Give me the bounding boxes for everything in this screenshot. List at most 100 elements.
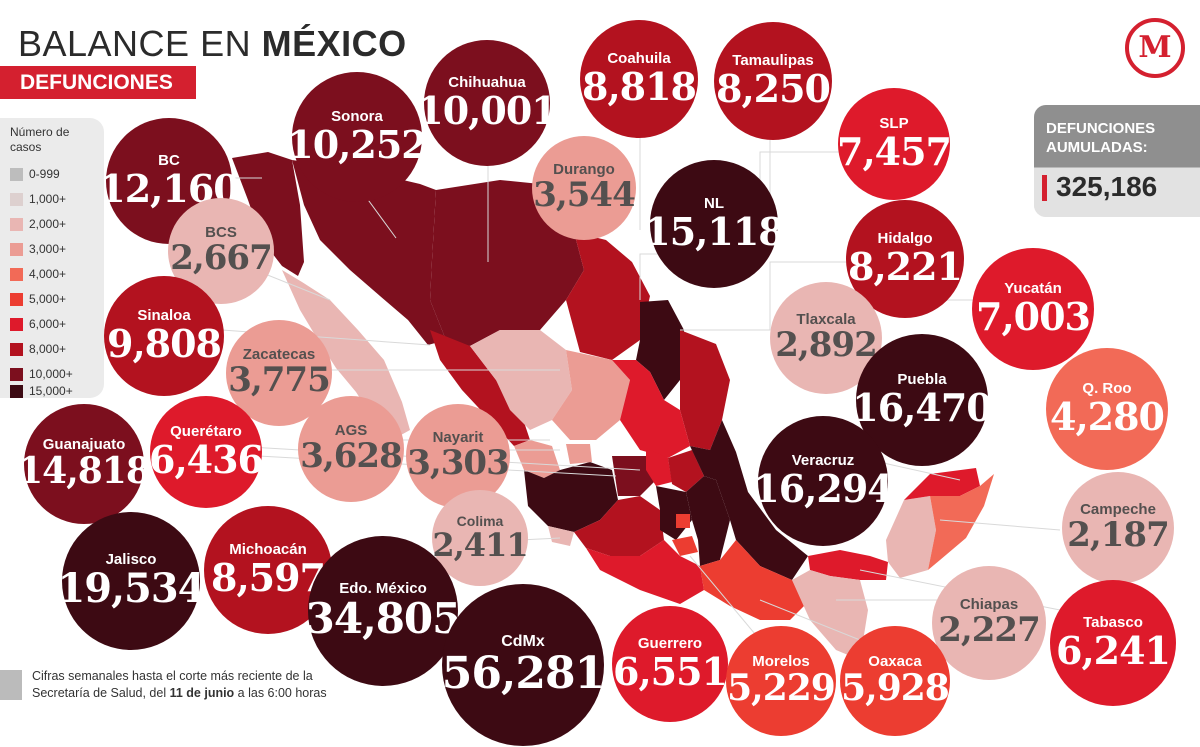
state-value: 6,551 [613,649,728,695]
title-bold: MÉXICO [261,23,407,64]
state-value: 34,805 [305,594,462,644]
state-value: 16,294 [753,466,893,512]
legend-item: 0-999 [10,166,60,182]
state-name: Chiapas [959,595,1019,613]
legend-label: 10,000+ [29,367,73,381]
cumulative-label: DEFUNCIONES AUMULADAS: [1046,119,1155,157]
state-shape-durango [470,330,572,430]
state-value: 2,667 [170,238,272,279]
state-bubble-ags: AGS 3,628 [298,396,404,502]
state-bubble-queretaro: Querétaro 6,436 [149,396,264,508]
state-value: 10,252 [287,122,427,168]
state-name: SLP [879,114,909,132]
state-bubble-durango: Durango 3,544 [532,136,636,240]
note-marker [0,670,22,700]
state-shape-tamaulipas [680,330,730,450]
state-name: NL [704,194,724,212]
state-bubble-sonora: Sonora 10,252 [287,72,428,202]
state-bubble-colima: Colima 2,411 [432,490,529,586]
state-name: Hidalgo [877,229,933,247]
legend-swatch [10,317,23,331]
legend-title: Número de casos [10,125,70,154]
state-name: BCS [205,223,237,241]
cumulative-marker [1042,175,1047,201]
state-value: 14,818 [18,450,151,493]
legend-item: 15,000+ [10,383,73,399]
state-bubble-tamaulipas: Tamaulipas 8,250 [714,22,832,140]
state-shape-chiapas [792,570,868,660]
footnote-line2-suffix: a las 6:00 horas [234,686,327,700]
state-shape-zacatecas [552,350,630,440]
state-name: Michoacán [229,540,307,558]
state-value: 8,818 [582,64,697,110]
state-name: Jalisco [105,550,157,568]
state-shape-jalisco [524,462,618,532]
legend-label: 2,000+ [29,217,67,231]
state-shape-sinaloa [430,330,530,446]
state-value: 8,250 [716,66,831,112]
state-bubble-tlaxcala: Tlaxcala 2,892 [770,282,882,394]
state-name: BC [158,151,180,169]
legend-item: 1,000+ [10,191,66,207]
state-value: 9,808 [107,321,222,367]
state-name: CdMx [501,633,545,651]
state-shape-bc [232,152,304,276]
state-bubble-nl: NL 15,118 [644,160,785,288]
state-value: 56,281 [441,647,605,699]
legend: Número de casos 0-999 1,000+ 2,000+ 3,00… [0,118,104,398]
state-shape-slp [612,360,690,458]
state-bubble-morelos: Morelos 5,229 [726,626,836,736]
state-bubble-yucatan: Yucatán 7,003 [972,248,1094,370]
legend-item: 10,000+ [10,366,73,382]
state-value: 6,436 [149,437,264,483]
milenio-logo: M [1125,18,1185,78]
legend-item: 4,000+ [10,266,66,282]
state-bubble-zacatecas: Zacatecas 3,775 [226,320,332,426]
state-bubble-hidalgo: Hidalgo 8,221 [846,200,964,318]
state-bubble-tabasco: Tabasco 6,241 [1050,580,1176,706]
logo-letter: M [1138,30,1172,65]
state-name: Morelos [752,652,810,670]
state-bubble-campeche: Campeche 2,187 [1062,472,1174,584]
state-bubble-jalisco: Jalisco 19,534 [57,512,206,650]
state-shape-ags [566,444,592,464]
title-prefix: BALANCE EN [18,23,262,64]
state-value: 2,187 [1067,515,1169,556]
state-name: Yucatán [1004,279,1062,297]
state-shape-morelos [672,536,698,556]
state-bubble-guanajuato: Guanajuato 14,818 [18,404,151,524]
state-shape-sonora [292,160,446,345]
footnote-line1: Cifras semanales hasta el corte más reci… [32,669,313,683]
state-bubble-veracruz: Veracruz 16,294 [753,416,894,546]
state-name: Tamaulipas [732,51,814,69]
state-value: 5,229 [727,667,836,710]
legend-swatch [10,242,23,256]
legend-swatch [10,192,23,206]
legend-label: 6,000+ [29,317,67,331]
state-shape-bcs [282,270,410,440]
state-bubble-guerrero: Guerrero 6,551 [612,606,728,722]
state-value: 8,597 [211,555,326,601]
state-bubble-chiapas: Chiapas 2,227 [932,566,1046,680]
state-value: 5,928 [841,667,950,710]
state-name: Guerrero [637,634,703,652]
state-value: 3,303 [407,443,509,484]
state-shape-michoacan [574,496,664,556]
state-name: Sonora [331,107,383,125]
state-bubble-chihuahua: Chihuahua 10,001 [417,40,558,166]
state-shape-oaxaca [700,540,810,620]
cumulative-header [1034,105,1200,217]
state-value: 10,001 [417,88,557,134]
state-name: Chihuahua [448,73,526,91]
footnote-line2: Secretaría de Salud, del 11 de junio a l… [32,685,327,702]
state-bubble-puebla: Puebla 16,470 [852,334,993,466]
state-name: Sinaloa [137,306,191,324]
legend-swatch [10,367,23,381]
state-bubble-edo-mexico: Edo. México 34,805 [305,536,462,686]
legend-item: 2,000+ [10,216,66,232]
state-name: Q. Roo [1082,379,1132,397]
legend-swatch [10,292,23,306]
state-bubble-oaxaca: Oaxaca 5,928 [840,626,950,736]
state-name: Coahuila [607,49,671,67]
